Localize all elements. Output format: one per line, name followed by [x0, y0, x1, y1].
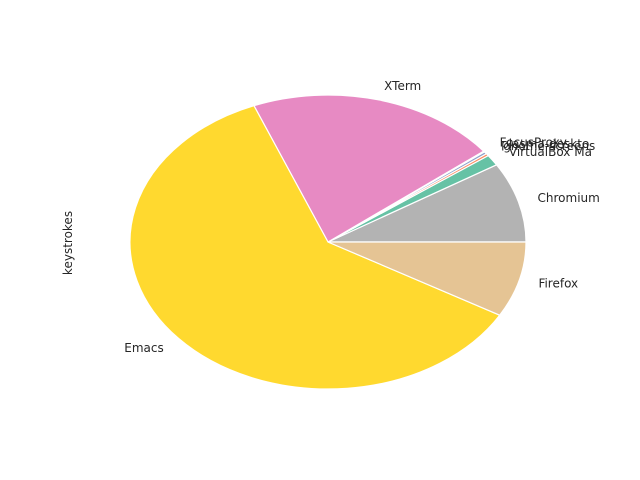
pie-label-gnome-screens: gnome-screens — [503, 139, 595, 153]
pie-label-virtualbox-ma: VirtualBox Ma — [509, 145, 592, 159]
pie-slice-emacs — [129, 105, 501, 390]
y-axis-label: keystrokes — [61, 211, 75, 275]
pie-label-chromium: Chromium — [538, 191, 600, 205]
pie-slice-chromium — [327, 164, 527, 243]
pie-label-focusproxy: FocusProxy — [500, 135, 567, 149]
pie-slice-firefox — [327, 241, 527, 316]
pie-label-emacs: Emacs — [124, 341, 163, 355]
pie-slices — [129, 94, 527, 390]
pie-label-plasma-deskto: plasma-deskto — [501, 137, 589, 151]
pie-slice-xterm — [253, 94, 485, 243]
pie-labels: Chromium VirtualBox Magnome-screensplasma… — [124, 79, 600, 355]
pie-label-firefox: Firefox — [538, 277, 578, 291]
pie-label-xterm: XTerm — [384, 79, 421, 93]
